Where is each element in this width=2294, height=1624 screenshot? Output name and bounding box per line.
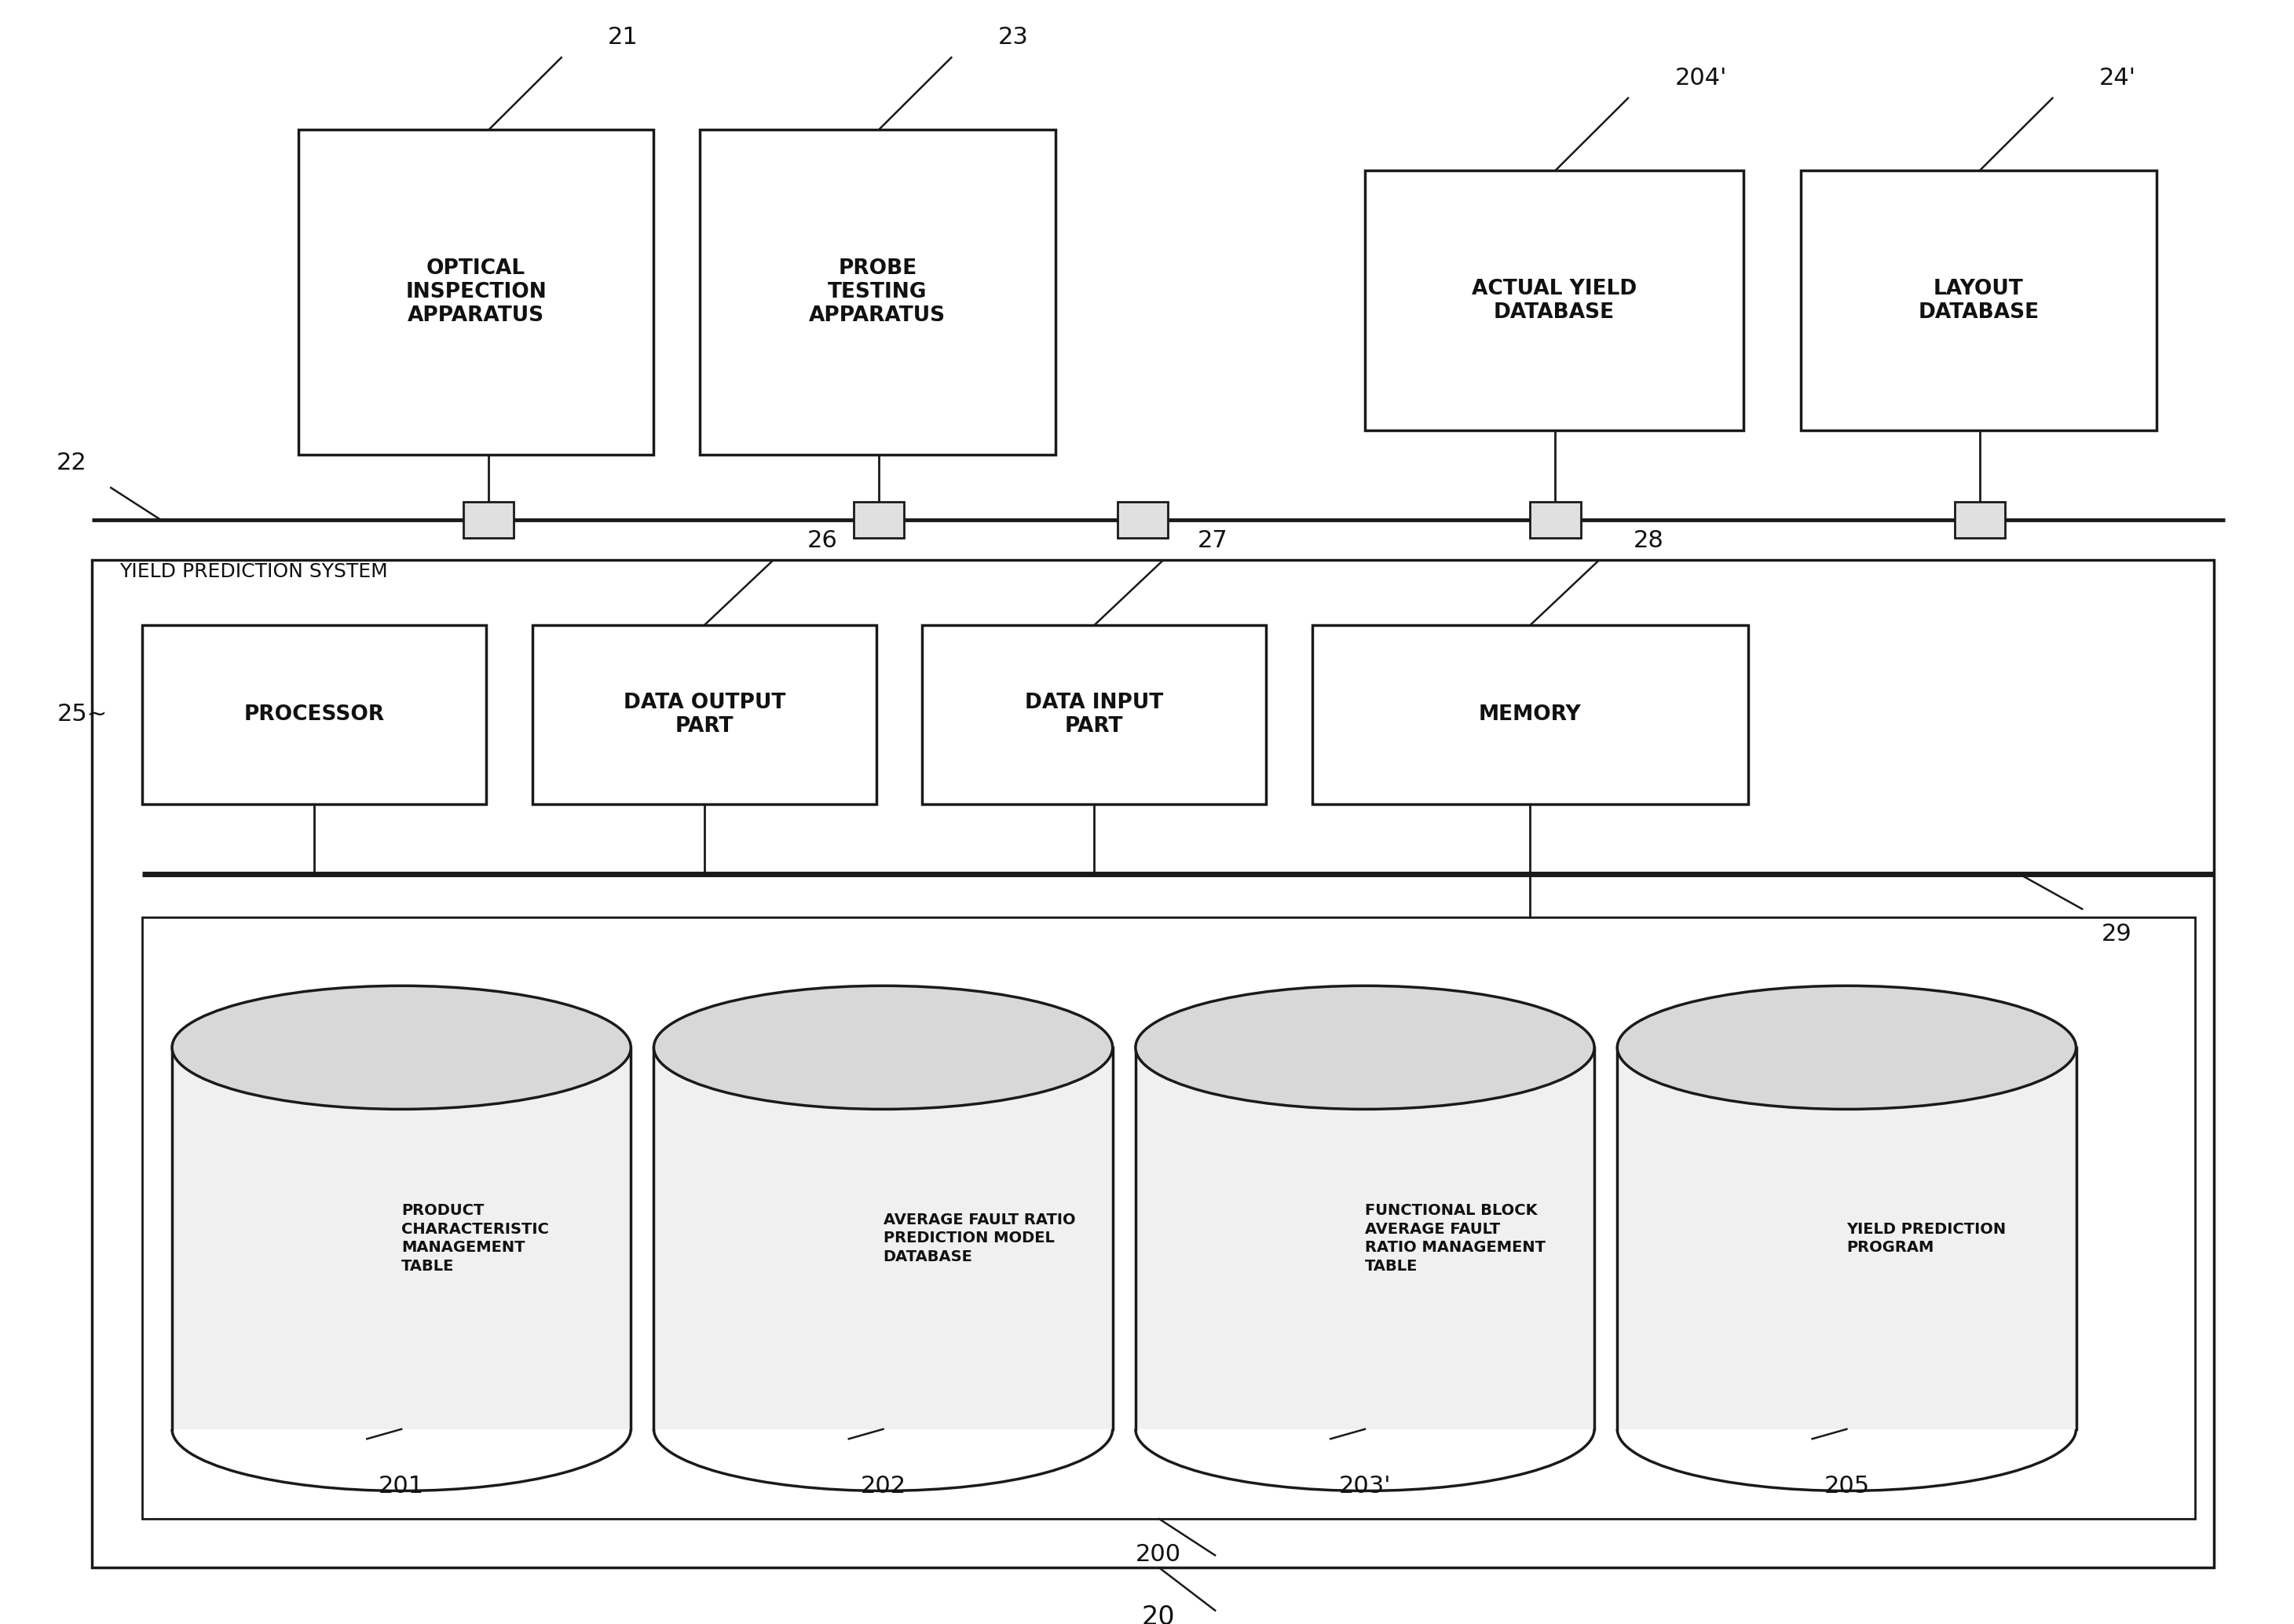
- Ellipse shape: [172, 986, 631, 1109]
- Text: DATA OUTPUT
PART: DATA OUTPUT PART: [624, 692, 785, 737]
- Text: 23: 23: [998, 26, 1028, 49]
- Text: 22: 22: [57, 451, 87, 474]
- FancyBboxPatch shape: [853, 502, 904, 538]
- FancyBboxPatch shape: [922, 625, 1266, 804]
- Text: 21: 21: [608, 26, 638, 49]
- Text: 201: 201: [379, 1475, 424, 1497]
- Ellipse shape: [1617, 986, 2076, 1109]
- Polygon shape: [1136, 1047, 1594, 1429]
- Text: LAYOUT
DATABASE: LAYOUT DATABASE: [1918, 278, 2039, 323]
- FancyBboxPatch shape: [1365, 171, 1743, 430]
- Text: DATA INPUT
PART: DATA INPUT PART: [1025, 692, 1163, 737]
- Text: 24': 24': [2099, 67, 2136, 89]
- FancyBboxPatch shape: [1954, 502, 2005, 538]
- Text: 29: 29: [2101, 922, 2131, 945]
- Text: 204': 204': [1675, 67, 1727, 89]
- Text: 27: 27: [1197, 529, 1227, 552]
- FancyBboxPatch shape: [1312, 625, 1748, 804]
- Text: 25~: 25~: [57, 703, 108, 726]
- Ellipse shape: [654, 986, 1113, 1109]
- FancyBboxPatch shape: [92, 560, 2214, 1567]
- Text: PROBE
TESTING
APPARATUS: PROBE TESTING APPARATUS: [810, 258, 945, 326]
- FancyBboxPatch shape: [1530, 502, 1581, 538]
- Text: 20: 20: [1142, 1605, 1175, 1624]
- Polygon shape: [1617, 1047, 2076, 1429]
- Text: OPTICAL
INSPECTION
APPARATUS: OPTICAL INSPECTION APPARATUS: [406, 258, 546, 326]
- FancyBboxPatch shape: [532, 625, 876, 804]
- Text: 200: 200: [1136, 1543, 1181, 1566]
- Polygon shape: [654, 1047, 1113, 1429]
- Text: 203': 203': [1340, 1475, 1390, 1497]
- Text: PRODUCT
CHARACTERISTIC
MANAGEMENT
TABLE: PRODUCT CHARACTERISTIC MANAGEMENT TABLE: [401, 1203, 548, 1273]
- FancyBboxPatch shape: [700, 130, 1055, 455]
- Text: FUNCTIONAL BLOCK
AVERAGE FAULT
RATIO MANAGEMENT
TABLE: FUNCTIONAL BLOCK AVERAGE FAULT RATIO MAN…: [1365, 1203, 1546, 1273]
- Polygon shape: [172, 1047, 631, 1429]
- Text: YIELD PREDICTION
PROGRAM: YIELD PREDICTION PROGRAM: [1847, 1221, 2007, 1255]
- FancyBboxPatch shape: [142, 625, 486, 804]
- FancyBboxPatch shape: [463, 502, 514, 538]
- Text: MEMORY: MEMORY: [1480, 705, 1581, 724]
- FancyBboxPatch shape: [142, 918, 2195, 1518]
- FancyBboxPatch shape: [1801, 171, 2156, 430]
- Text: 26: 26: [807, 529, 837, 552]
- Text: YIELD PREDICTION SYSTEM: YIELD PREDICTION SYSTEM: [119, 562, 388, 581]
- Text: 28: 28: [1633, 529, 1663, 552]
- Ellipse shape: [1136, 986, 1594, 1109]
- Text: PROCESSOR: PROCESSOR: [243, 705, 385, 724]
- Text: ACTUAL YIELD
DATABASE: ACTUAL YIELD DATABASE: [1473, 278, 1636, 323]
- FancyBboxPatch shape: [1117, 502, 1168, 538]
- FancyBboxPatch shape: [298, 130, 654, 455]
- Text: 202: 202: [860, 1475, 906, 1497]
- Text: AVERAGE FAULT RATIO
PREDICTION MODEL
DATABASE: AVERAGE FAULT RATIO PREDICTION MODEL DAT…: [883, 1213, 1076, 1263]
- Text: 205: 205: [1824, 1475, 1870, 1497]
